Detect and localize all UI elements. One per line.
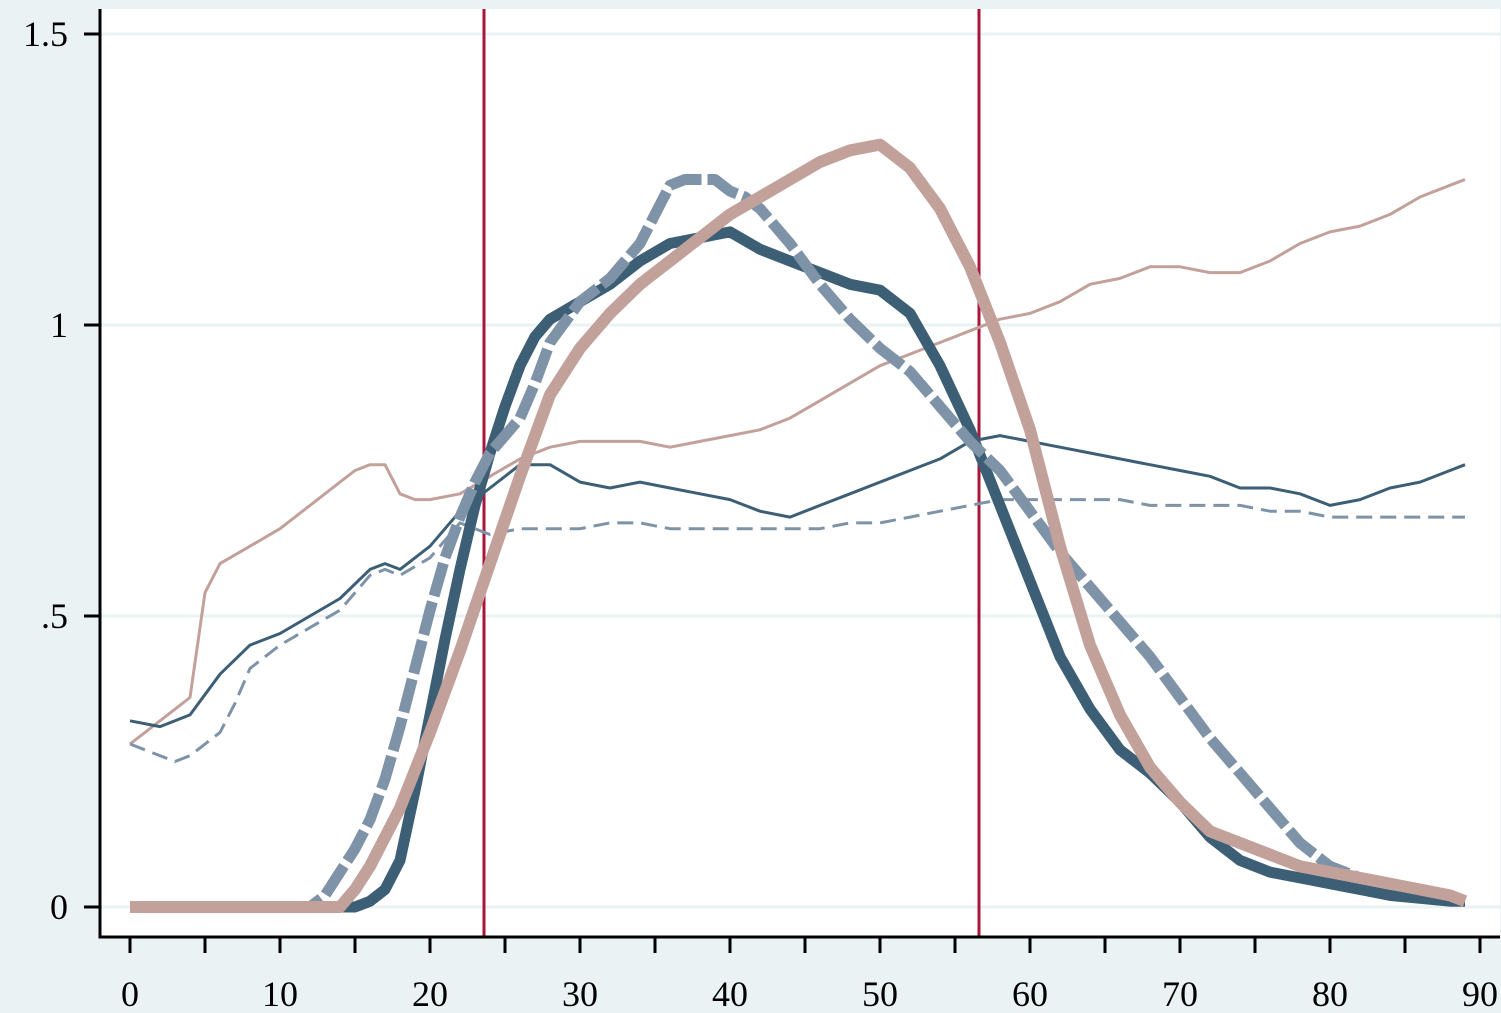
series-4-thick-dash [130, 174, 1467, 913]
y-tick-label-3: 1.5 [23, 14, 68, 54]
x-tick-label-1: 10 [262, 974, 298, 1013]
x-tick-label-9: 90 [1462, 974, 1498, 1013]
y-tick-label-1: .5 [41, 596, 68, 636]
x-tick-label-8: 80 [1312, 974, 1348, 1013]
plot-background [100, 9, 1500, 937]
series-group [129, 138, 1468, 913]
y-tick-label-2: 1 [50, 305, 68, 345]
x-tick-label-3: 30 [562, 974, 598, 1013]
grid-lines [100, 32, 1500, 909]
series-1-thin-solid [129, 434, 1466, 729]
x-tick-label-4: 40 [712, 974, 748, 1013]
axes: 0 .5 1 1.5 0 10 20 30 40 50 60 70 80 90 [23, 9, 1500, 1013]
y-tick-label-0: 0 [50, 887, 68, 927]
series-0-thin-solid [129, 178, 1466, 746]
x-tick-label-5: 50 [862, 974, 898, 1013]
x-tick-label-6: 60 [1012, 974, 1048, 1013]
x-tick-label-0: 0 [121, 974, 139, 1013]
series-5-thick-solid [130, 138, 1468, 913]
x-tick-label-7: 70 [1162, 974, 1198, 1013]
x-tick-label-2: 20 [412, 974, 448, 1013]
series-2-thin-dash [129, 498, 1465, 763]
series-3-thick-solid [130, 226, 1465, 913]
